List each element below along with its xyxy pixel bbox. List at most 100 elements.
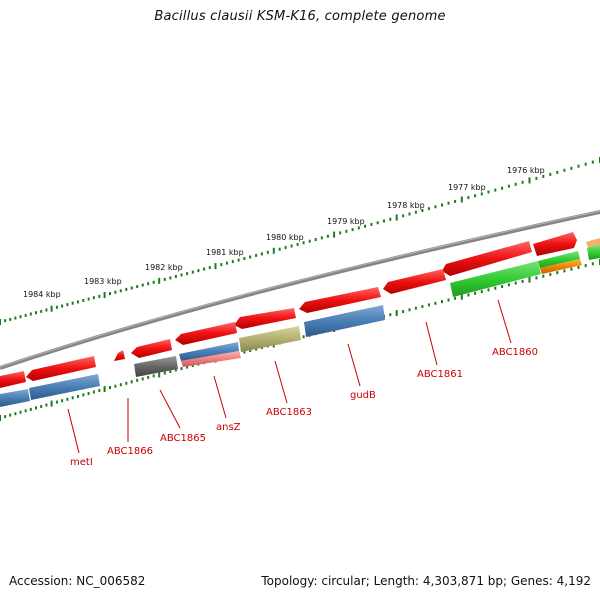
tick-label: 1981 kbp bbox=[206, 248, 244, 257]
cog-bar[interactable] bbox=[134, 356, 178, 377]
minor-tick bbox=[494, 188, 497, 192]
gene-arrow[interactable] bbox=[586, 238, 600, 248]
minor-tick bbox=[421, 305, 424, 309]
minor-tick bbox=[163, 277, 166, 281]
cog-bar[interactable] bbox=[450, 261, 541, 297]
gene-arrow[interactable] bbox=[234, 308, 296, 329]
tick-label: 1980 kbp bbox=[266, 233, 304, 242]
minor-tick bbox=[467, 293, 470, 297]
tick-label: 1983 kbp bbox=[84, 277, 122, 286]
minor-tick bbox=[174, 275, 177, 278]
minor-tick bbox=[109, 386, 111, 390]
minor-tick bbox=[226, 261, 228, 265]
gene-arrow[interactable] bbox=[299, 287, 381, 313]
minor-tick bbox=[487, 288, 490, 292]
minor-tick bbox=[35, 406, 37, 410]
minor-tick bbox=[119, 383, 122, 387]
gene-arrows-reverse bbox=[0, 232, 600, 388]
gene-arrow[interactable] bbox=[175, 322, 237, 345]
minor-tick bbox=[191, 270, 194, 274]
minor-tick bbox=[71, 396, 74, 400]
minor-tick bbox=[40, 309, 43, 313]
minor-tick bbox=[220, 263, 223, 267]
tick-labels: 1976 kbp 1977 kbp 1978 kbp 1979 kbp 1980… bbox=[23, 166, 545, 299]
minor-tick bbox=[364, 224, 367, 228]
minor-tick bbox=[408, 308, 411, 312]
major-tick bbox=[158, 371, 161, 378]
minor-tick bbox=[447, 298, 450, 302]
minor-tick bbox=[402, 310, 405, 313]
minor-tick bbox=[4, 319, 7, 323]
minor-tick bbox=[351, 228, 354, 232]
major-tick bbox=[103, 386, 106, 393]
minor-tick bbox=[549, 272, 552, 276]
minor-tick bbox=[521, 279, 524, 283]
cog-bar[interactable] bbox=[179, 342, 239, 361]
minor-tick bbox=[40, 405, 43, 408]
minor-tick bbox=[570, 166, 573, 170]
gene-arrow[interactable] bbox=[383, 269, 446, 294]
minor-tick bbox=[591, 262, 594, 266]
minor-tick bbox=[521, 180, 524, 184]
minor-tick bbox=[302, 241, 305, 245]
minor-tick bbox=[14, 412, 17, 416]
gene-arrow[interactable] bbox=[131, 339, 172, 358]
minor-tick bbox=[383, 219, 385, 223]
tick-label: 1982 kbp bbox=[145, 263, 183, 272]
minor-tick bbox=[454, 199, 457, 203]
cog-bar[interactable] bbox=[304, 305, 385, 337]
tick-label: 1984 kbp bbox=[23, 290, 61, 299]
minor-tick bbox=[339, 231, 342, 235]
minor-tick bbox=[402, 214, 405, 218]
minor-tick bbox=[357, 226, 360, 230]
gene-arrow[interactable] bbox=[26, 356, 96, 381]
minor-tick bbox=[570, 267, 573, 271]
gene-arrow[interactable] bbox=[0, 371, 26, 388]
minor-tick bbox=[92, 296, 95, 300]
minor-tick bbox=[77, 394, 79, 398]
gene-arrow[interactable] bbox=[114, 350, 125, 361]
minor-tick bbox=[494, 286, 497, 290]
minor-tick bbox=[514, 281, 517, 285]
minor-tick bbox=[114, 290, 117, 294]
minor-tick bbox=[314, 238, 317, 241]
minor-tick bbox=[591, 160, 594, 164]
minor-tick bbox=[152, 374, 155, 378]
cog-bar[interactable] bbox=[0, 389, 30, 407]
minor-tick bbox=[35, 311, 37, 315]
minor-tick bbox=[535, 276, 538, 280]
minor-tick bbox=[4, 415, 7, 419]
minor-tick bbox=[249, 255, 252, 259]
cog-bar[interactable] bbox=[239, 326, 301, 352]
minor-tick bbox=[480, 290, 483, 294]
minor-tick bbox=[260, 252, 263, 256]
minor-tick bbox=[474, 194, 477, 198]
minor-tick bbox=[136, 285, 139, 289]
gene-label: ansZ bbox=[216, 422, 241, 433]
minor-tick bbox=[249, 349, 252, 353]
gene-label: metI bbox=[70, 457, 93, 468]
minor-tick bbox=[542, 274, 545, 278]
minor-tick bbox=[243, 350, 246, 354]
minor-tick bbox=[152, 280, 155, 284]
minor-tick bbox=[66, 397, 69, 401]
gene-arrow[interactable] bbox=[533, 232, 577, 256]
gene-arrow[interactable] bbox=[442, 241, 532, 276]
cog-bar[interactable] bbox=[538, 251, 580, 268]
minor-tick bbox=[29, 312, 32, 316]
minor-tick bbox=[414, 306, 417, 310]
minor-tick bbox=[180, 367, 183, 371]
minor-tick bbox=[441, 300, 443, 304]
minor-tick bbox=[109, 292, 111, 296]
cog-bar[interactable] bbox=[29, 374, 100, 400]
cog-bar[interactable] bbox=[181, 351, 241, 367]
cog-bar[interactable] bbox=[587, 245, 600, 260]
minor-tick bbox=[71, 301, 74, 305]
minor-tick bbox=[147, 375, 150, 379]
minor-tick bbox=[197, 269, 200, 273]
cog-bar[interactable] bbox=[540, 259, 582, 274]
minor-tick bbox=[82, 299, 85, 302]
minor-tick bbox=[98, 294, 101, 298]
minor-tick bbox=[180, 273, 183, 277]
major-tick bbox=[50, 305, 53, 312]
